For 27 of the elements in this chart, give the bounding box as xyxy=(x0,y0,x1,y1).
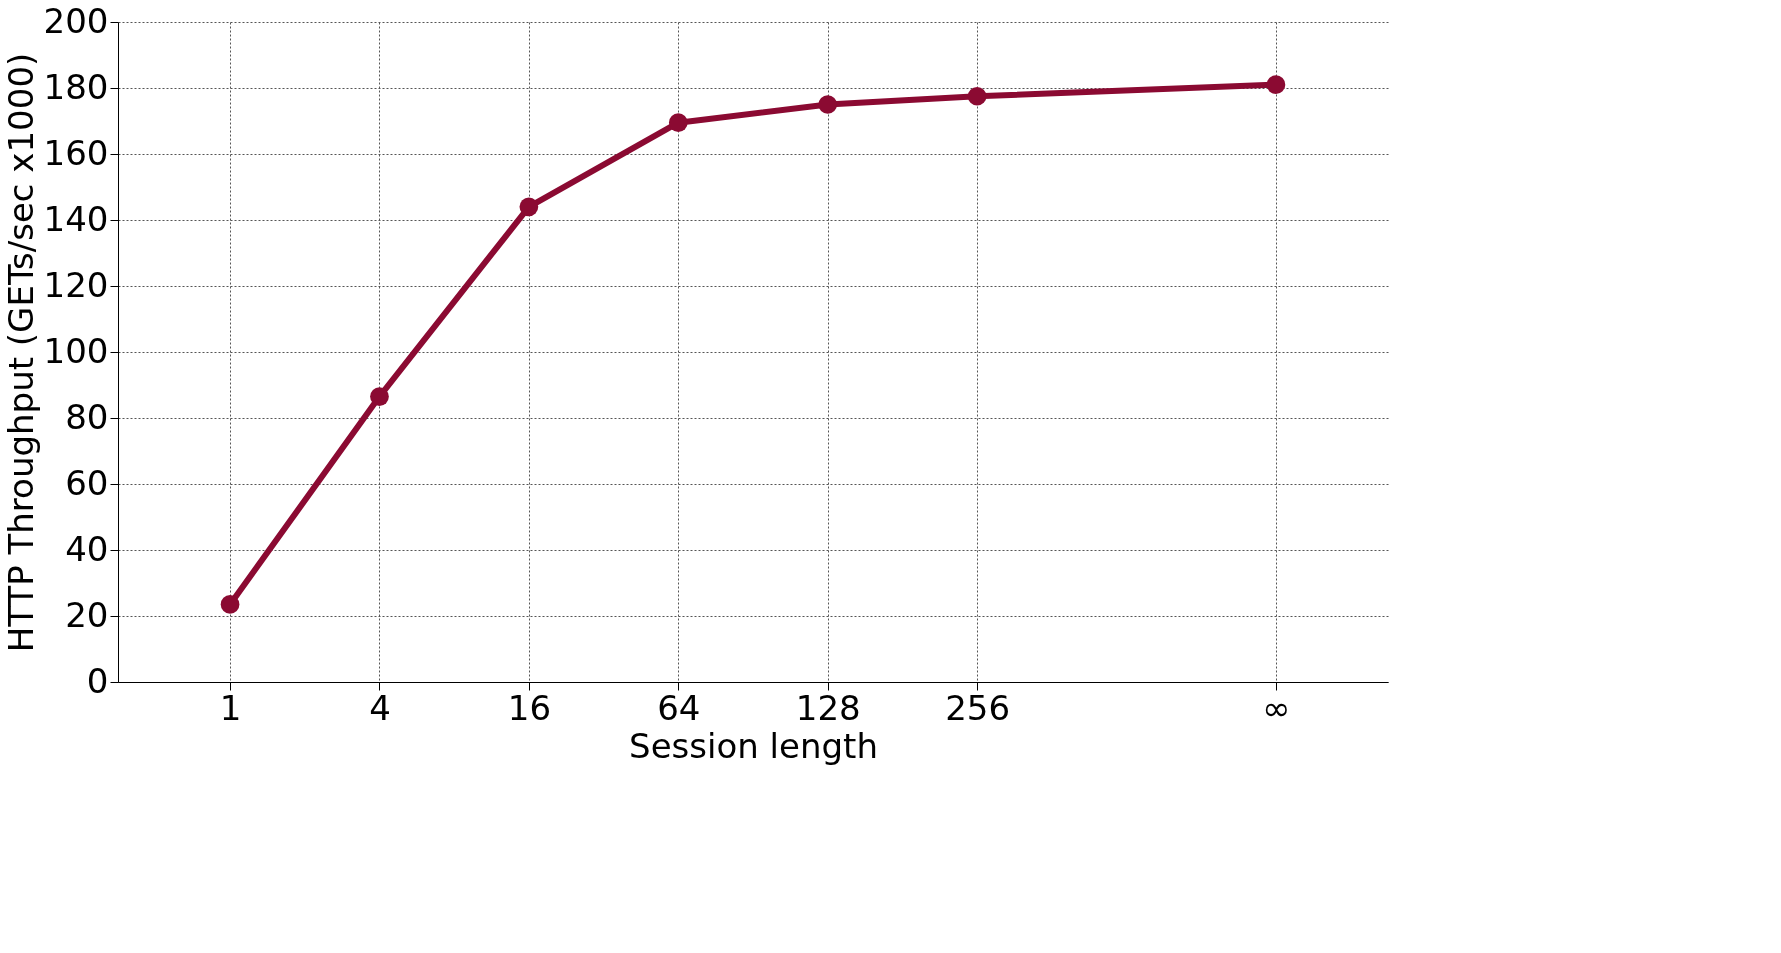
x-tick-label: 256 xyxy=(945,687,1011,728)
y-tick-label: 0 xyxy=(86,660,109,701)
x-tick-label: 1 xyxy=(219,687,242,728)
x-tick-label: 16 xyxy=(507,687,552,728)
y-tick-label: 100 xyxy=(43,330,109,371)
x-tick-label: 64 xyxy=(657,687,701,728)
y-axis-title: HTTP Throughput (GETs/sec x1000) xyxy=(0,52,41,653)
x-tick-label: 4 xyxy=(369,687,391,728)
x-tick-label: ∞ xyxy=(1262,687,1291,728)
y-tick-label: 200 xyxy=(43,0,109,41)
y-tick-label: 140 xyxy=(43,198,109,239)
point xyxy=(967,86,987,106)
y-tick-label: 160 xyxy=(43,132,109,173)
y-tick-label: 180 xyxy=(43,66,109,107)
y-tick-label: 60 xyxy=(65,462,109,503)
y-tick-label: 80 xyxy=(65,396,109,437)
point xyxy=(220,595,240,614)
x-tick-label: 128 xyxy=(795,687,861,728)
point xyxy=(668,113,688,132)
point xyxy=(1266,75,1286,95)
point xyxy=(519,197,539,217)
y-tick-label: 20 xyxy=(65,594,109,635)
y-tick-label: 120 xyxy=(43,264,109,305)
x-axis-title: Session length xyxy=(629,725,878,766)
point xyxy=(818,95,838,114)
y-tick-label: 40 xyxy=(65,528,109,569)
point xyxy=(370,387,389,406)
